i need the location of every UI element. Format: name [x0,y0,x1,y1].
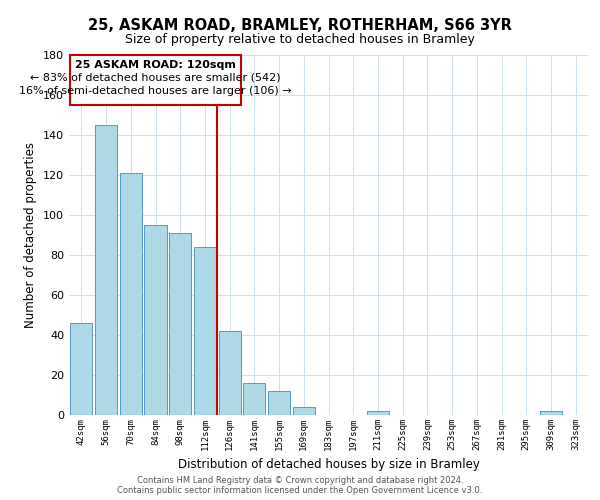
Bar [145,225,167,415]
Text: 16% of semi-detached houses are larger (106) →: 16% of semi-detached houses are larger (… [19,86,292,96]
X-axis label: Distribution of detached houses by size in Bramley: Distribution of detached houses by size … [178,458,479,471]
Bar [194,247,216,415]
Text: 25 ASKAM ROAD: 120sqm: 25 ASKAM ROAD: 120sqm [75,60,236,70]
Bar [218,331,241,415]
Bar [119,173,142,415]
Text: Contains public sector information licensed under the Open Government Licence v3: Contains public sector information licen… [118,486,482,495]
Bar [169,233,191,415]
Text: 25, ASKAM ROAD, BRAMLEY, ROTHERHAM, S66 3YR: 25, ASKAM ROAD, BRAMLEY, ROTHERHAM, S66 … [88,18,512,32]
Bar [540,411,562,415]
Bar [268,391,290,415]
Text: ← 83% of detached houses are smaller (542): ← 83% of detached houses are smaller (54… [30,72,281,82]
Bar [367,411,389,415]
FancyBboxPatch shape [70,55,241,105]
Bar [293,407,315,415]
Bar [243,383,265,415]
Text: Contains HM Land Registry data © Crown copyright and database right 2024.: Contains HM Land Registry data © Crown c… [137,476,463,485]
Bar [70,323,92,415]
Text: Size of property relative to detached houses in Bramley: Size of property relative to detached ho… [125,32,475,46]
Bar [95,125,117,415]
Y-axis label: Number of detached properties: Number of detached properties [25,142,37,328]
